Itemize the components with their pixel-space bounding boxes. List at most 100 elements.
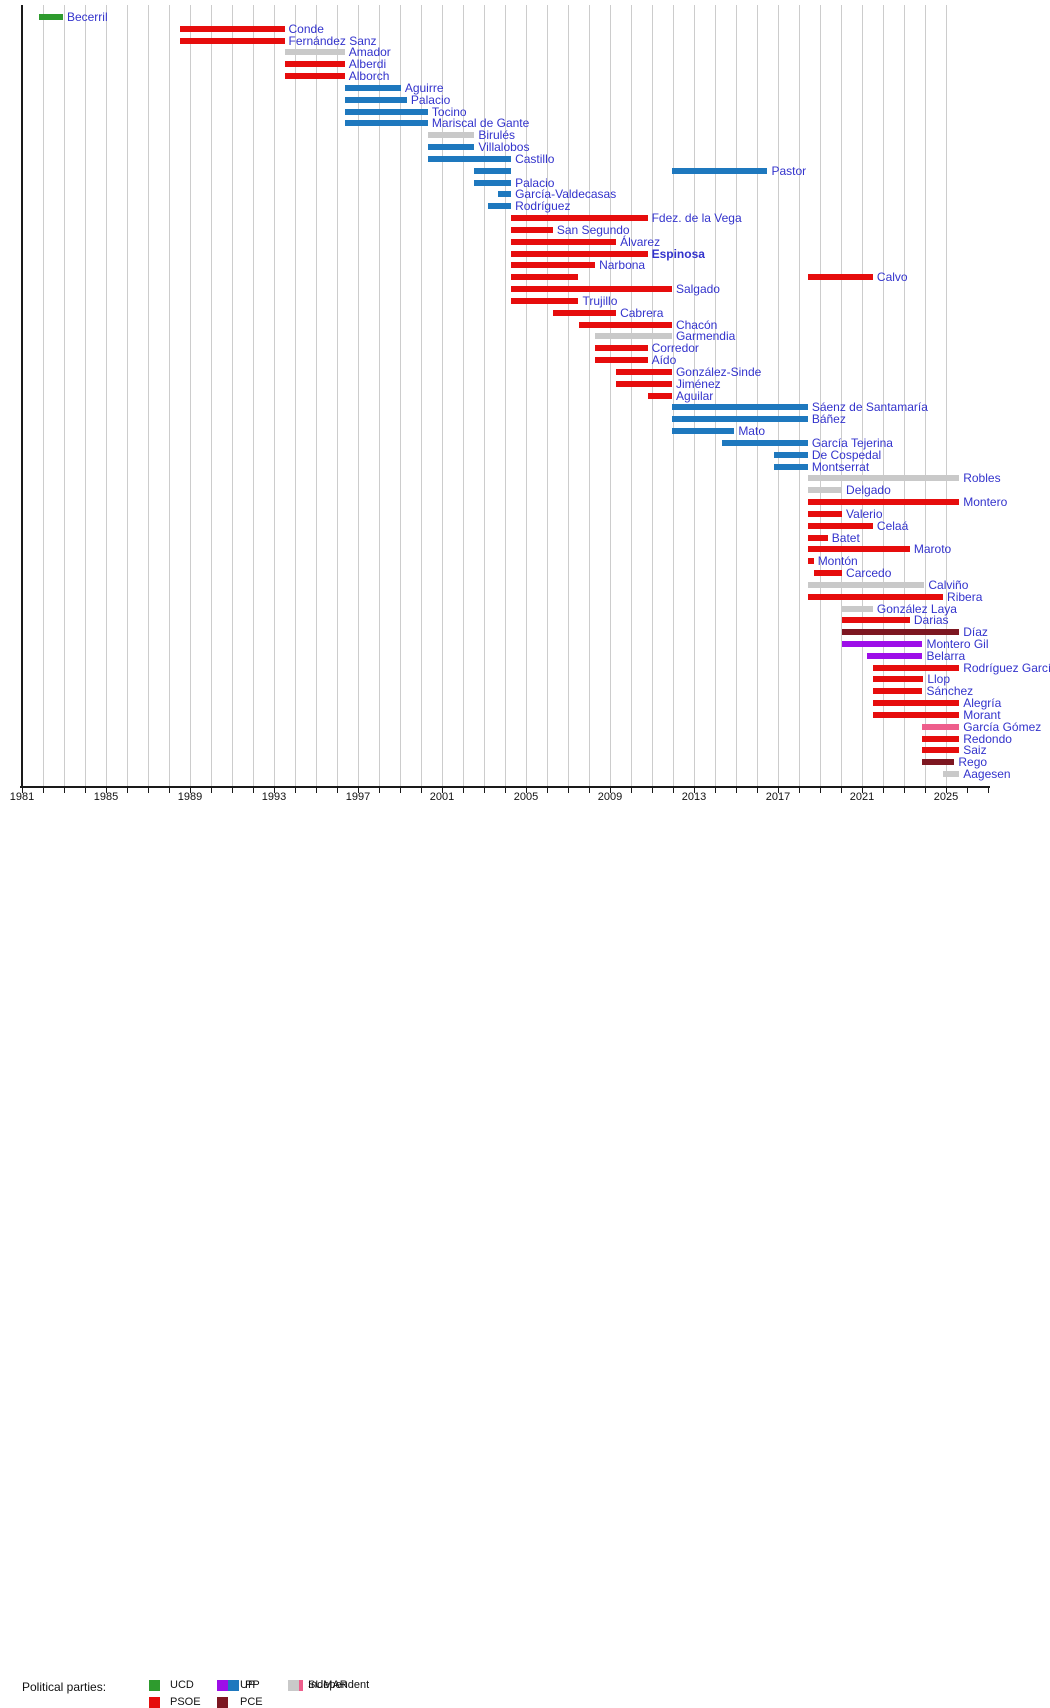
minister-label[interactable]: Birulés: [478, 128, 516, 143]
minister-label[interactable]: Tocino: [431, 104, 467, 119]
year-gridline: [505, 5, 506, 786]
minister-label[interactable]: Chacón: [675, 317, 718, 332]
minister-label[interactable]: González-Sinde: [675, 364, 762, 379]
minister-bar: [511, 262, 596, 269]
minister-bar: [38, 14, 63, 20]
minister-bar: [427, 144, 475, 151]
legend-title: Political parties:: [22, 1680, 107, 1694]
minister-label[interactable]: Alborch: [348, 69, 390, 84]
year-gridline: [148, 5, 149, 786]
minister-label[interactable]: Sáenz de Santamaría: [811, 400, 928, 415]
minister-label[interactable]: Belarra: [926, 648, 966, 663]
axis-tick-label: 2025: [933, 791, 959, 803]
minister-label[interactable]: Rodríguez García: [963, 660, 1050, 675]
minister-label[interactable]: Báñez: [811, 412, 846, 427]
minister-bar: [842, 617, 910, 624]
minister-label[interactable]: Aguilar: [675, 388, 714, 403]
minister-label[interactable]: Becerril: [66, 10, 108, 24]
year-gridline: [64, 5, 65, 786]
minister-label[interactable]: Conde: [288, 21, 324, 36]
minister-label[interactable]: Calviño: [928, 577, 969, 592]
minister-bar: [807, 510, 843, 517]
minister-label[interactable]: Montero Gil: [926, 636, 989, 651]
minister-label[interactable]: Garmendia: [675, 329, 736, 344]
x-axis: [20, 786, 990, 788]
minister-bar: [922, 747, 960, 754]
minister-label[interactable]: Aguirre: [404, 80, 444, 95]
minister-label[interactable]: Amador: [348, 45, 391, 60]
minister-label[interactable]: Morant: [963, 707, 1001, 722]
minister-label[interactable]: Llop: [927, 672, 950, 687]
minister-label[interactable]: Robles: [963, 471, 1001, 486]
minister-bar: [671, 167, 768, 174]
minister-label[interactable]: Espinosa: [651, 246, 705, 261]
minister-label[interactable]: Narbona: [599, 258, 646, 273]
minister-label[interactable]: García Tejerina: [811, 435, 893, 450]
axis-tick: [148, 788, 149, 793]
minister-label[interactable]: Valerio: [846, 506, 883, 521]
minister-label[interactable]: Trujillo: [582, 293, 618, 308]
minister-label[interactable]: Celaá: [876, 518, 909, 533]
minister-label[interactable]: Alegría: [963, 696, 1002, 711]
minister-label[interactable]: San Segundo: [556, 222, 630, 237]
minister-label[interactable]: Saiz: [963, 743, 987, 758]
minister-label[interactable]: Fdez. de la Vega: [651, 211, 742, 226]
minister-label[interactable]: García-Valdecasas: [515, 187, 617, 202]
minister-label[interactable]: Castillo: [515, 151, 555, 166]
year-gridline: [274, 5, 275, 786]
minister-label[interactable]: Fernández Sanz: [288, 33, 377, 48]
minister-label[interactable]: Rego: [958, 755, 988, 770]
minister-label[interactable]: Rodríguez: [515, 199, 571, 214]
year-gridline: [85, 5, 86, 786]
year-gridline: [211, 5, 212, 786]
minister-label[interactable]: Cabrera: [620, 305, 664, 320]
minister-label[interactable]: Calvo: [876, 270, 908, 285]
minister-label[interactable]: Montón: [817, 554, 858, 569]
minister-label[interactable]: Darias: [913, 613, 949, 628]
minister-label[interactable]: García Gómez: [963, 719, 1042, 734]
axis-tick: [820, 788, 821, 793]
year-gridline: [253, 5, 254, 786]
minister-label[interactable]: Sánchez: [926, 684, 974, 699]
axis-tick-label: 2021: [849, 791, 875, 803]
minister-label[interactable]: Aído: [651, 353, 677, 368]
minister-label[interactable]: Alberdi: [348, 57, 387, 72]
minister-label[interactable]: Redondo: [963, 731, 1012, 746]
axis-tick-label: 2005: [513, 791, 539, 803]
minister-label[interactable]: Montserrat: [811, 459, 870, 474]
minister-label[interactable]: Palacio: [410, 92, 451, 107]
minister-label[interactable]: Palacio: [515, 175, 555, 190]
minister-label[interactable]: Álvarez: [620, 234, 661, 249]
minister-label[interactable]: Montero: [963, 495, 1008, 510]
minister-label[interactable]: Corredor: [651, 341, 699, 356]
minister-label[interactable]: Pastor: [771, 163, 807, 178]
minister-label[interactable]: Batet: [831, 530, 860, 545]
legend-swatch-ucd: [149, 1680, 160, 1691]
minister-label[interactable]: Villalobos: [478, 140, 530, 155]
minister-label[interactable]: Delgado: [846, 483, 891, 498]
minister-label[interactable]: Díaz: [963, 625, 988, 640]
minister-label[interactable]: De Cospedal: [811, 447, 882, 462]
minister-label[interactable]: Salgado: [675, 282, 720, 297]
year-gridline: [190, 5, 191, 786]
minister-label[interactable]: Ribera: [947, 589, 983, 604]
minister-label[interactable]: Mato: [738, 424, 765, 439]
minister-label[interactable]: Jiménez: [675, 376, 721, 391]
minister-bar: [671, 416, 808, 423]
minister-bar: [873, 700, 960, 707]
minister-label[interactable]: Mariscal de Gante: [431, 116, 530, 131]
year-gridline: [169, 5, 170, 786]
year-gridline: [820, 5, 821, 786]
minister-label[interactable]: Maroto: [913, 542, 952, 557]
minister-bar: [511, 250, 648, 257]
minister-label[interactable]: Carcedo: [846, 566, 892, 580]
legend-label-ucd: UCD: [170, 1679, 194, 1691]
minister-bar: [578, 321, 672, 328]
year-gridline: [883, 5, 884, 786]
axis-tick: [862, 788, 863, 793]
axis-tick-label: 1997: [345, 791, 371, 803]
minister-label[interactable]: Aagesen: [963, 767, 1011, 782]
minister-label[interactable]: González Laya: [876, 601, 957, 616]
axis-tick: [211, 788, 212, 793]
axis-tick: [295, 788, 296, 793]
